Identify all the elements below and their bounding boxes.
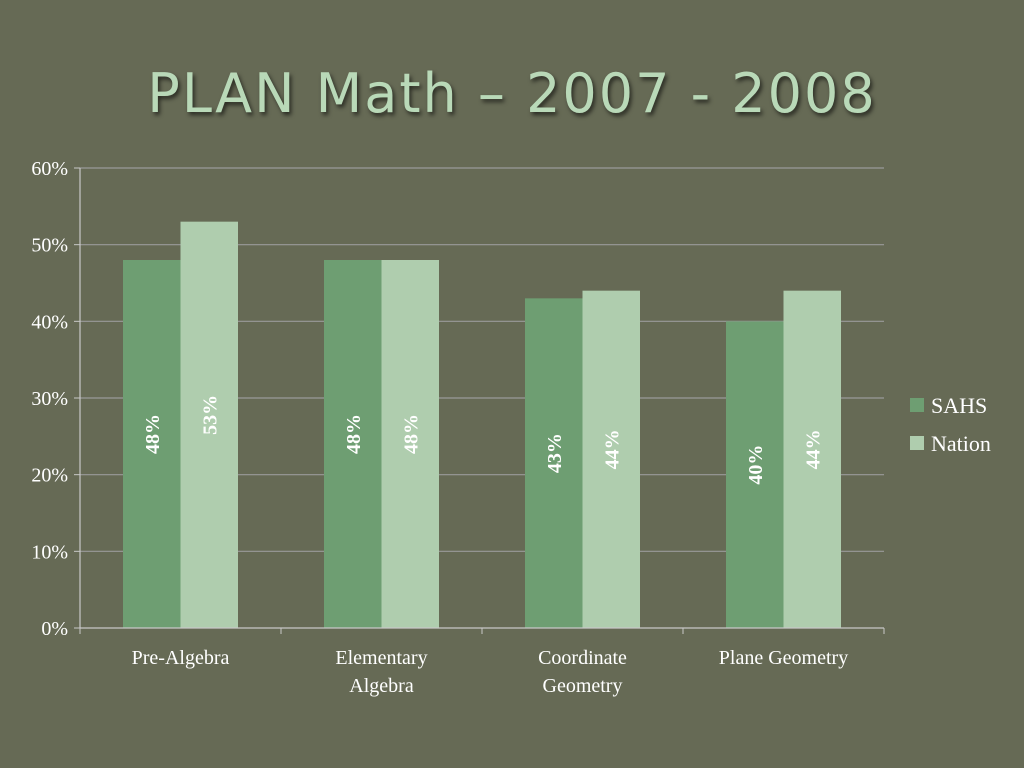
bar-nation bbox=[381, 260, 439, 628]
bar-sahs bbox=[324, 260, 382, 628]
legend-swatch-sahs bbox=[910, 398, 924, 412]
bar-sahs bbox=[525, 298, 583, 628]
y-tick-label: 60% bbox=[31, 158, 68, 180]
axes: 0% 10% 20% 30% 40% 50% 60% Pre-Algebra Elementar… bbox=[31, 158, 885, 697]
bar-data-label: 44% bbox=[601, 429, 623, 469]
legend-swatch-nation bbox=[910, 436, 924, 450]
legend-label-nation: Nation bbox=[931, 431, 991, 456]
y-tick-label: 40% bbox=[31, 311, 68, 333]
x-category-label: Algebra bbox=[349, 675, 414, 697]
y-tick-label: 20% bbox=[31, 465, 68, 487]
bar-sahs bbox=[123, 260, 181, 628]
y-tick-label: 0% bbox=[41, 618, 68, 640]
bars bbox=[123, 221, 841, 628]
x-category-label: Coordinate bbox=[538, 647, 627, 669]
bar-data-label: 40% bbox=[745, 445, 767, 485]
bar-sahs bbox=[726, 321, 784, 628]
legend-label-sahs: SAHS bbox=[931, 393, 987, 418]
bar-nation bbox=[783, 290, 841, 628]
bar-data-label: 48% bbox=[142, 414, 164, 454]
x-category-label: Geometry bbox=[543, 675, 623, 697]
bar-data-label: 43% bbox=[544, 433, 566, 473]
bar-data-label: 48% bbox=[400, 414, 422, 454]
x-category-label: Plane Geometry bbox=[719, 647, 848, 669]
x-category-label: Elementary bbox=[335, 647, 427, 669]
bar-data-label: 53% bbox=[199, 395, 221, 435]
x-category-label: Pre-Algebra bbox=[132, 647, 230, 669]
bar-nation bbox=[582, 290, 640, 628]
bar-data-label: 48% bbox=[343, 414, 365, 454]
y-tick-label: 10% bbox=[31, 541, 68, 563]
slide-title: PLAN Math – 2007 - 2008 bbox=[147, 62, 877, 125]
y-tick-label: 50% bbox=[31, 235, 68, 257]
bar-data-label: 44% bbox=[802, 429, 824, 469]
bar-nation bbox=[180, 221, 238, 628]
data-labels: 48% 53% 48% 48% 43% 44% 40% 44% bbox=[142, 395, 825, 485]
legend: SAHS Nation bbox=[910, 393, 991, 456]
y-tick-label: 30% bbox=[31, 388, 68, 410]
